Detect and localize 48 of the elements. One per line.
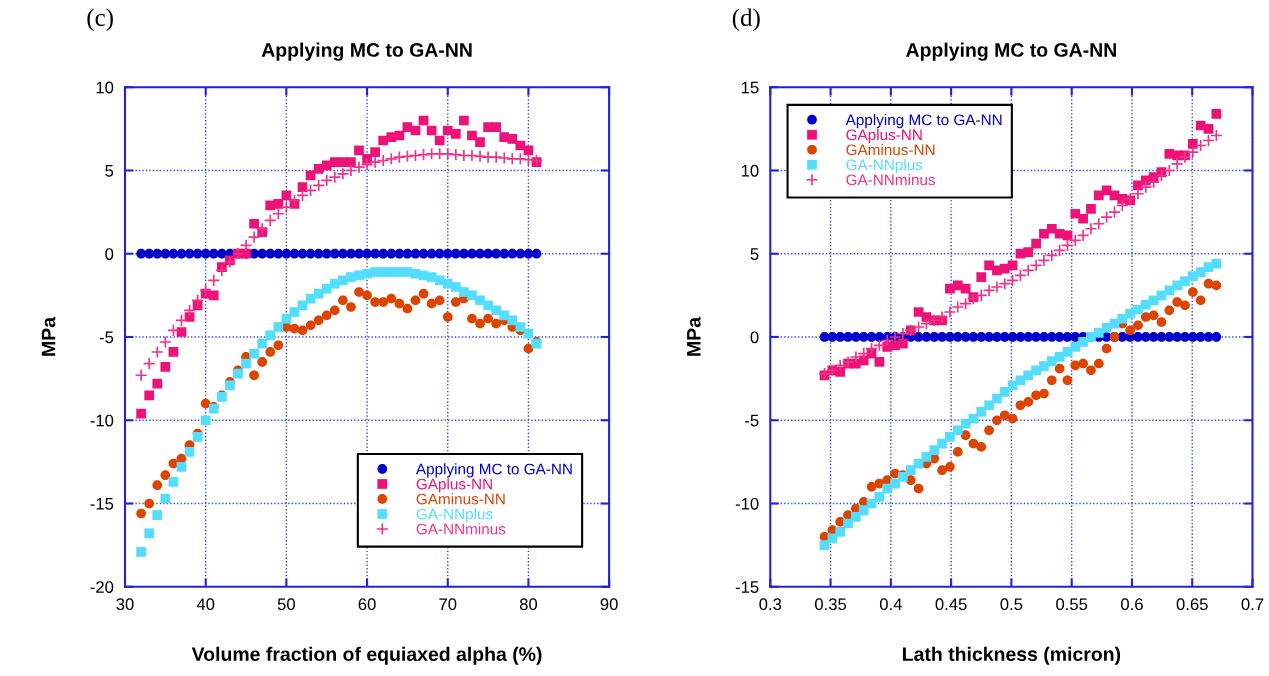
y-tick-label: 0	[750, 331, 759, 344]
x-tick-label: 0.45	[935, 598, 967, 611]
x-tick-label: 70	[439, 598, 457, 611]
legend-label: GAminus-NN	[846, 144, 935, 156]
x-tick-label: 30	[116, 598, 134, 611]
y-axis-title: MPa	[687, 316, 701, 356]
x-tick-label: 0.5	[1000, 598, 1023, 611]
legend-label: Applying MC to GA-NN	[415, 463, 572, 478]
y-tick-label: -5	[745, 414, 759, 427]
y-tick-label: 15	[741, 81, 759, 94]
legend-label: GA-NNplus	[846, 159, 923, 174]
y-tick-label: -15	[90, 498, 114, 510]
y-tick-label: 0	[105, 248, 114, 260]
x-tick-label: 0.3	[759, 598, 782, 611]
y-tick-label: -20	[90, 581, 114, 593]
x-axis-title: Lath thickness (micron)	[903, 646, 1121, 665]
y-tick-label: -15	[735, 581, 759, 593]
x-tick-label: 50	[277, 598, 295, 611]
text: (d)	[732, 8, 760, 32]
legend-label: GAplus-NN	[846, 129, 922, 144]
x-tick-label: 0.6	[1121, 598, 1143, 611]
legend-label: GAminus-NN	[416, 493, 505, 505]
y-tick-label: 10	[741, 164, 759, 177]
y-tick-label: -10	[90, 414, 114, 427]
x-tick-label: 90	[600, 598, 618, 611]
legend-label: Applying MC to GA-NN	[845, 114, 1002, 129]
x-tick-label: 0.55	[1056, 598, 1088, 611]
legend-label: GA-NNplus	[416, 508, 493, 523]
x-tick-label: 40	[196, 598, 215, 611]
text: (c)	[87, 8, 113, 32]
chart-title: Applying MC to GA-NN	[261, 42, 472, 61]
y-axis-title: MPa	[41, 316, 56, 356]
y-tick-label: -10	[735, 497, 759, 510]
legend-label: GAplus-NN	[416, 478, 492, 493]
legend-label: GA-NNminus	[416, 523, 506, 535]
y-tick-label: 10	[96, 81, 114, 94]
y-tick-label: 5	[750, 248, 759, 260]
x-tick-label: 0.4	[879, 598, 902, 611]
x-tick-label: 0.35	[814, 598, 847, 611]
x-axis-title: Volume fraction of equiaxed alpha (%)	[191, 646, 542, 665]
chart-title: Applying MC to GA-NN	[906, 42, 1116, 61]
y-tick-label: -5	[99, 331, 114, 344]
legend-label: GA-NNminus	[846, 174, 936, 186]
x-tick-label: 60	[358, 598, 376, 611]
x-tick-label: 0.65	[1176, 598, 1208, 611]
x-tick-label: 0.7	[1241, 598, 1264, 611]
y-tick-label: 5	[105, 165, 114, 177]
x-tick-label: 80	[519, 598, 538, 611]
